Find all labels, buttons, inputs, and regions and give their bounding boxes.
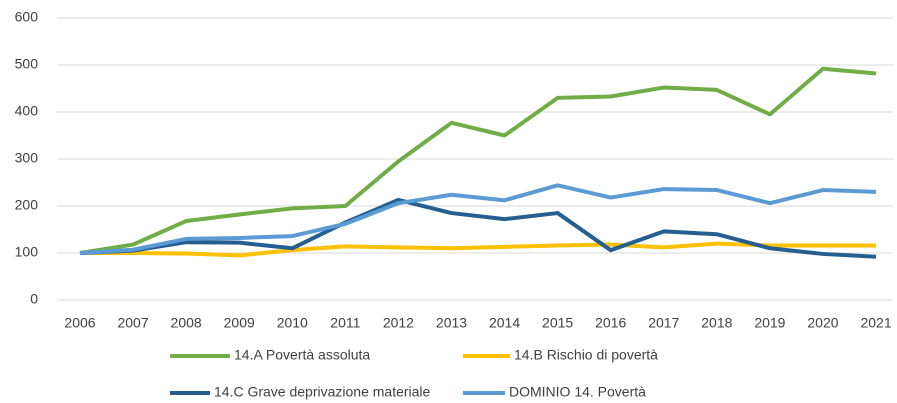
x-tick-label: 2020 (807, 315, 838, 331)
series-line (80, 241, 877, 258)
x-tick-label: 2009 (224, 315, 255, 331)
x-tick-label: 2013 (436, 315, 467, 331)
x-tick-label: 2006 (64, 315, 95, 331)
x-tick-label: 2008 (171, 315, 202, 331)
y-tick-label: 0 (30, 291, 38, 307)
x-tick-label: 2010 (277, 315, 308, 331)
legend-label: 14.C Grave deprivazione materiale (214, 384, 431, 400)
y-tick-label: 600 (15, 9, 39, 25)
x-tick-label: 2011 (330, 315, 360, 331)
x-tick-label: 2016 (595, 315, 626, 331)
x-tick-label: 2021 (860, 315, 891, 331)
x-tick-label: 2007 (117, 315, 148, 331)
legend-label: 14.B Rischio di povertà (514, 347, 658, 363)
y-tick-label: 300 (15, 150, 39, 166)
series-line (79, 183, 877, 255)
x-tick-label: 2018 (701, 315, 732, 331)
series-line (79, 66, 877, 255)
legend-label: 14.A Povertà assoluta (234, 347, 370, 363)
y-tick-label: 200 (15, 197, 39, 213)
x-tick-label: 2017 (648, 315, 679, 331)
y-tick-label: 100 (15, 244, 39, 260)
y-tick-label: 500 (15, 56, 39, 72)
legend-label: DOMINIO 14. Povertà (509, 384, 646, 400)
x-tick-label: 2014 (489, 315, 520, 331)
y-tick-label: 400 (15, 103, 39, 119)
series-line (79, 197, 877, 259)
x-tick-label: 2019 (754, 315, 785, 331)
x-tick-label: 2012 (383, 315, 414, 331)
x-tick-label: 2015 (542, 315, 573, 331)
